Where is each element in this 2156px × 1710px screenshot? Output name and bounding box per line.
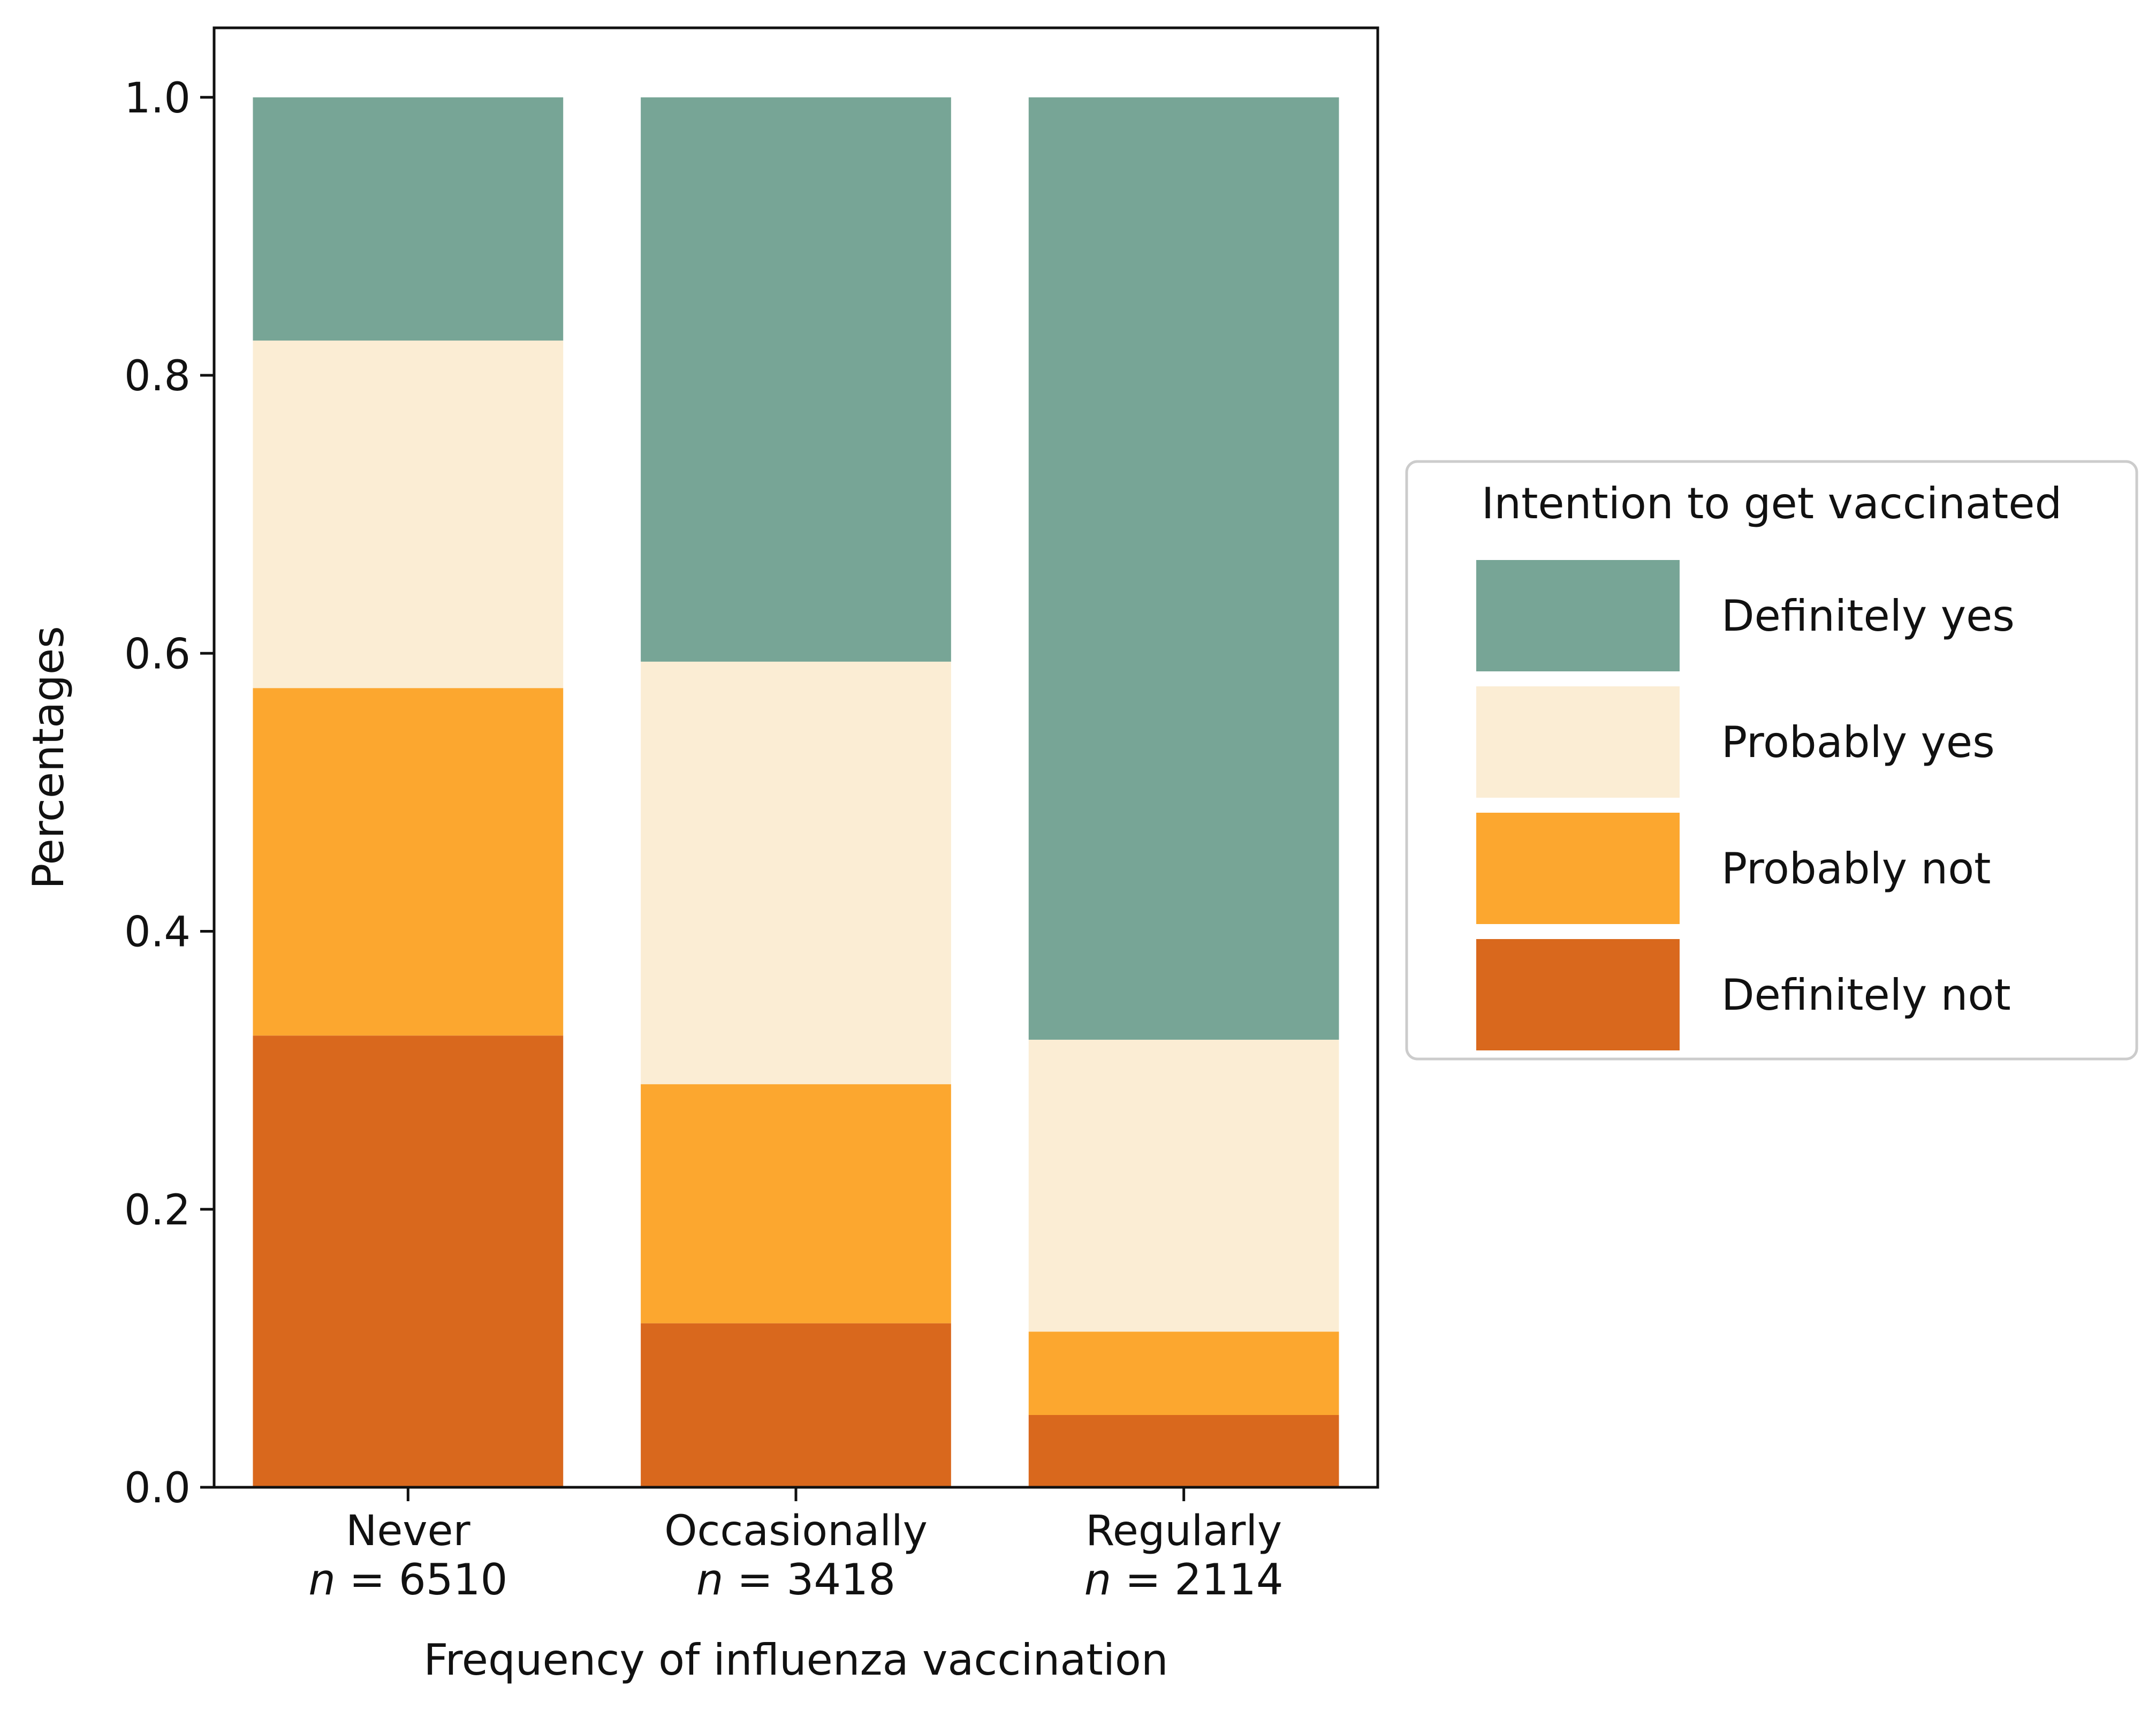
x-tick-label-never: Never bbox=[346, 1507, 470, 1555]
bar-regularly-probably-not bbox=[1028, 1331, 1339, 1415]
n-symbol: n bbox=[1084, 1555, 1112, 1605]
legend-entries: Definitely yes Probably yes Probably not De… bbox=[1476, 560, 2015, 1050]
y-tick-label: 0.0 bbox=[124, 1464, 191, 1512]
n-symbol: n bbox=[308, 1555, 336, 1605]
x-tick-label-occasionally: Occasionally bbox=[664, 1507, 928, 1555]
bar-regularly-definitely-yes bbox=[1028, 97, 1339, 1040]
x-tick-label-regularly: Regularly bbox=[1085, 1507, 1282, 1555]
sample-count: 3418 bbox=[787, 1555, 896, 1605]
legend-swatch-definitely-not bbox=[1476, 939, 1680, 1050]
legend: Intention to get vaccinated Definitely y… bbox=[1405, 460, 2138, 1061]
bar-occasionally-definitely-not bbox=[641, 1323, 951, 1487]
bar-occasionally-probably-not bbox=[641, 1084, 951, 1323]
y-tick-label: 0.8 bbox=[124, 352, 191, 400]
bar-occasionally-definitely-yes bbox=[641, 97, 951, 662]
y-tick-label: 0.6 bbox=[124, 630, 191, 678]
x-axis-title: Frequency of influenza vaccination bbox=[423, 1635, 1168, 1685]
bar-regularly-definitely-not bbox=[1028, 1415, 1339, 1487]
equals-sign: = bbox=[336, 1555, 399, 1605]
equals-sign: = bbox=[724, 1555, 787, 1605]
legend-label-probably-yes: Probably yes bbox=[1721, 717, 1995, 767]
bar-never-probably-yes bbox=[253, 341, 564, 688]
y-axis-title: Percentages bbox=[24, 626, 73, 889]
legend-swatch-definitely-yes bbox=[1476, 560, 1680, 671]
x-tick-sample-size-regularly: n = 2114 bbox=[1084, 1555, 1284, 1605]
x-tick-sample-size-never: n = 6510 bbox=[308, 1555, 507, 1605]
legend-swatch-probably-yes bbox=[1476, 686, 1680, 798]
bar-occasionally-probably-yes bbox=[641, 661, 951, 1085]
legend-label-probably-not: Probably not bbox=[1721, 844, 1991, 894]
legend-label-definitely-not: Definitely not bbox=[1721, 970, 2011, 1020]
bar-never-definitely-yes bbox=[253, 97, 564, 341]
y-axis: 0.0 0.2 0.4 0.6 0.8 1.0 bbox=[124, 74, 214, 1512]
bar-never-definitely-not bbox=[253, 1035, 564, 1487]
equals-sign: = bbox=[1111, 1555, 1174, 1605]
bar-never-probably-not bbox=[253, 688, 564, 1036]
y-tick-label: 0.4 bbox=[124, 909, 191, 957]
bars-layer bbox=[253, 97, 1339, 1487]
y-tick-label: 1.0 bbox=[124, 74, 191, 123]
x-tick-sample-size-occasionally: n = 3418 bbox=[696, 1555, 895, 1605]
bar-regularly-probably-yes bbox=[1028, 1040, 1339, 1332]
legend-title: Intention to get vaccinated bbox=[1482, 479, 2062, 528]
sample-count: 2114 bbox=[1174, 1555, 1284, 1605]
legend-label-definitely-yes: Definitely yes bbox=[1721, 591, 2015, 641]
n-symbol: n bbox=[696, 1555, 724, 1605]
y-tick-label: 0.2 bbox=[124, 1186, 191, 1235]
legend-swatch-probably-not bbox=[1476, 813, 1680, 924]
sample-count: 6510 bbox=[399, 1555, 508, 1605]
